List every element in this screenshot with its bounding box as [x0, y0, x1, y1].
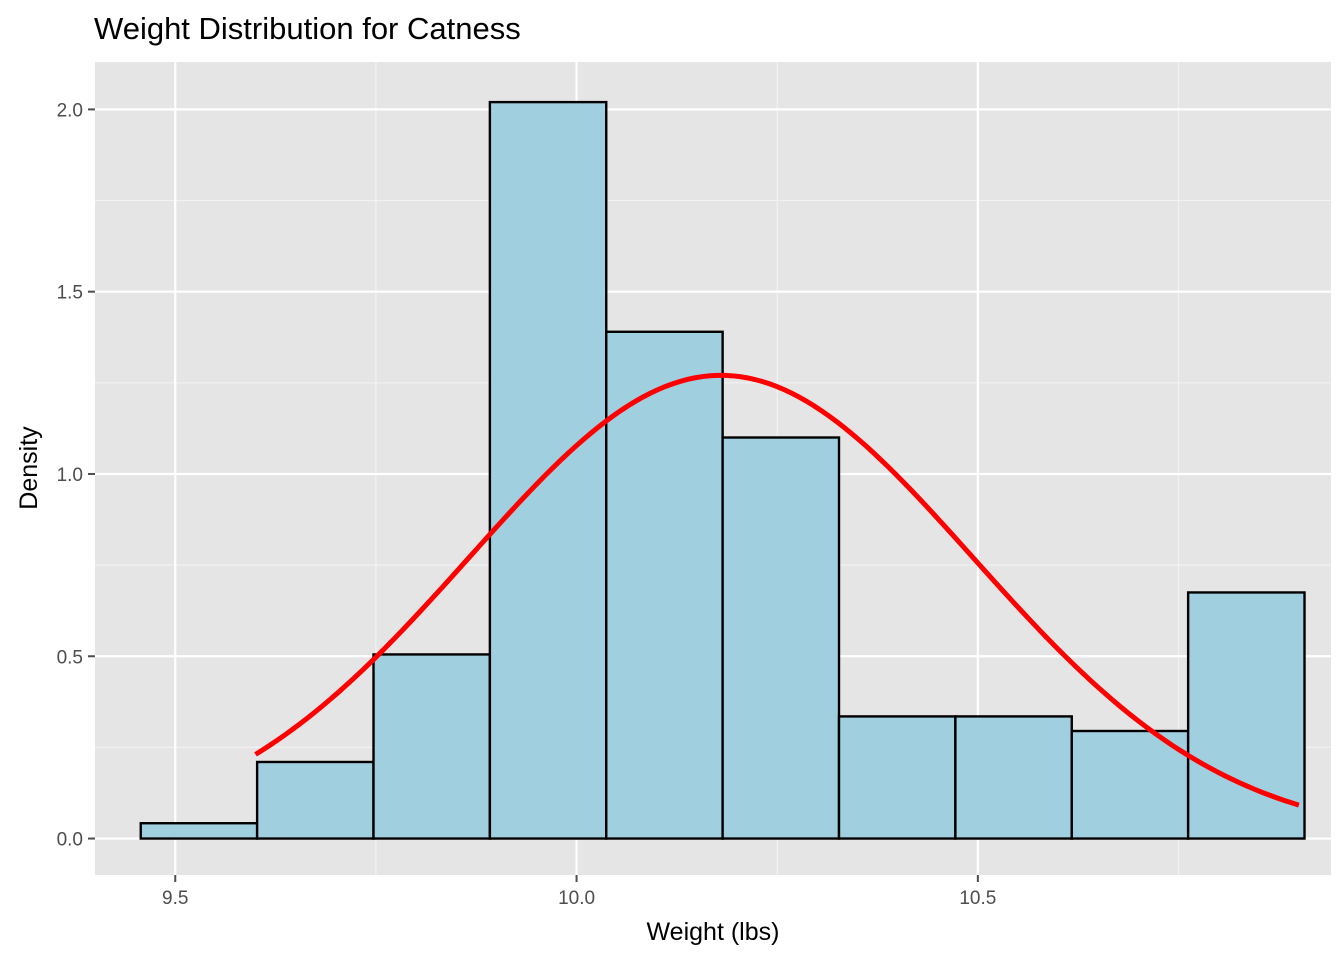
histogram-bars — [139, 100, 1306, 840]
x-tick-label: 9.5 — [162, 888, 188, 909]
y-tick-label: 1.0 — [57, 465, 83, 486]
chart-title: Weight Distribution for Catness — [94, 11, 521, 46]
x-tick-label: 10.5 — [959, 888, 996, 909]
histogram-bar — [139, 822, 259, 840]
normal-density-curve — [254, 372, 1300, 808]
y-tick-label: 0.5 — [57, 647, 83, 668]
histogram-bar — [837, 715, 957, 840]
y-tick-label: 2.0 — [57, 100, 83, 121]
histogram-bar — [605, 330, 724, 840]
histogram-bar — [1070, 729, 1190, 840]
histogram-bar — [721, 436, 841, 840]
histogram-bar — [372, 653, 492, 840]
histogram-bar — [954, 715, 1073, 840]
histogram-bar — [1186, 591, 1306, 840]
histogram-bar — [255, 760, 375, 840]
y-tick-label: 0.0 — [57, 830, 83, 851]
x-axis-title: Weight (lbs) — [647, 918, 780, 946]
y-axis: 0.0 0.5 1.0 1.5 2.0 — [57, 100, 95, 851]
y-tick-label: 1.5 — [57, 283, 83, 304]
x-tick-label: 10.0 — [558, 888, 595, 909]
y-axis-title: Density — [15, 426, 43, 510]
x-axis: 9.5 10.0 10.5 — [162, 875, 996, 909]
